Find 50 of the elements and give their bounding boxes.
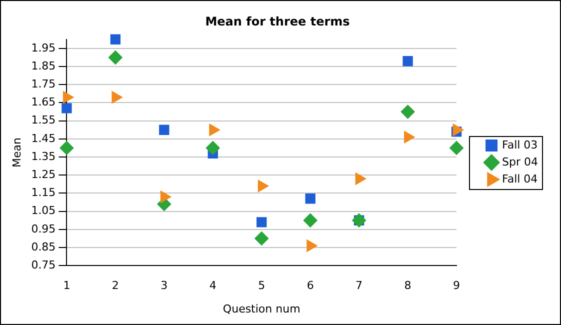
point: [112, 91, 122, 104]
legend-label: Fall 03: [502, 138, 538, 152]
y-tick-label: 0.75: [31, 258, 56, 272]
point: [160, 190, 172, 203]
x-tick-label: 9: [453, 279, 460, 292]
x-tick-label: 6: [306, 279, 314, 292]
chart-title: Mean for three terms: [205, 14, 350, 28]
point: [452, 124, 464, 136]
point: [306, 240, 318, 252]
point: [62, 103, 72, 114]
y-tick-label: 1.95: [31, 41, 56, 54]
point: [256, 217, 267, 228]
y-tick-label: 1.35: [31, 150, 56, 163]
point: [110, 34, 121, 44]
y-tick-label: 1.45: [31, 132, 56, 145]
y-tick-label: 1.25: [31, 168, 56, 181]
x-tick-label: 7: [356, 279, 363, 292]
x-tick-label: 4: [209, 279, 216, 292]
point: [209, 124, 220, 136]
x-tick-label: 1: [63, 279, 70, 292]
point: [450, 140, 464, 155]
point: [355, 172, 366, 185]
x-tick-label: 8: [404, 279, 412, 292]
point: [62, 91, 74, 104]
y-tick-label: 1.05: [31, 204, 56, 218]
y-tick-label: 1.55: [31, 114, 56, 127]
y-tick-label: 1.15: [31, 186, 56, 200]
point: [402, 56, 413, 66]
x-tick-label: 3: [160, 279, 168, 292]
x-tick-label: 5: [258, 279, 266, 292]
legend-label: Spr 04: [502, 155, 538, 168]
point: [404, 130, 415, 144]
x-axis-title: Question num: [222, 302, 300, 316]
point: [206, 140, 220, 155]
point: [108, 50, 122, 64]
y-tick-label: 0.95: [31, 222, 56, 236]
point: [159, 124, 170, 135]
point: [305, 194, 316, 204]
x-tick-label: 2: [112, 279, 119, 292]
point: [60, 140, 74, 155]
y-tick-label: 1.65: [31, 96, 56, 109]
point: [303, 213, 318, 228]
y-axis-title: Mean: [10, 137, 24, 168]
y-tick-label: 1.75: [31, 78, 56, 90]
point: [400, 104, 415, 119]
legend-label: Fall 04: [502, 172, 538, 186]
y-tick-label: 0.85: [31, 240, 56, 254]
point: [258, 180, 269, 192]
point: [254, 231, 269, 246]
y-tick-label: 1.85: [31, 59, 56, 72]
